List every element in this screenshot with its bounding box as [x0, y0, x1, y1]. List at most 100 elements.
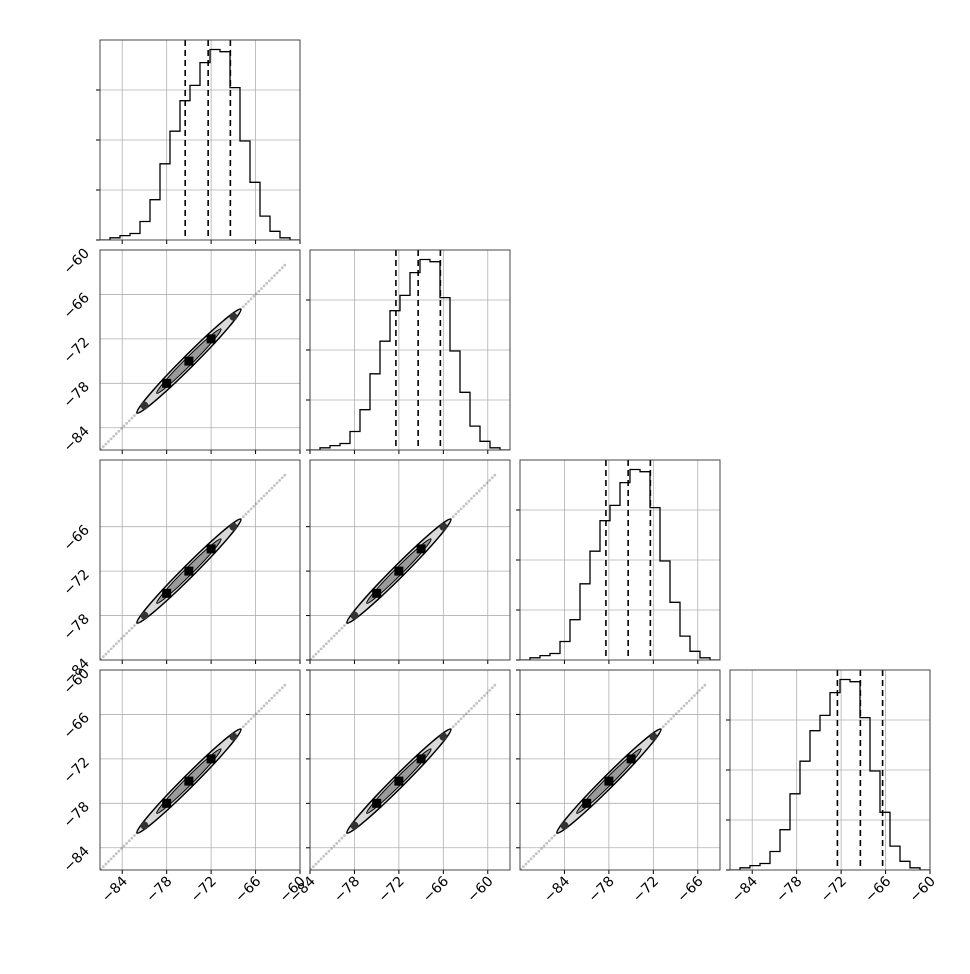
scatter-point [335, 631, 339, 635]
density-group [84, 263, 287, 466]
scatter-point [488, 478, 492, 482]
scatter-point [257, 289, 261, 293]
scatter-point [120, 637, 123, 640]
scatter-point [504, 883, 507, 886]
scatter-point [509, 878, 512, 881]
scatter-point [254, 292, 258, 296]
scatter-point [257, 499, 261, 503]
scatter-point [680, 707, 683, 710]
scatter-point [257, 709, 261, 713]
scatter-point [506, 881, 509, 884]
scatter-point [127, 629, 131, 633]
scatter-point [307, 660, 310, 663]
scatter-point [310, 657, 313, 660]
scatter-point [517, 870, 520, 873]
scatter-point [84, 463, 87, 466]
scatter-point [698, 688, 702, 692]
panel-frame [99, 249, 301, 451]
scatter-point [280, 476, 284, 480]
scatter-point [685, 701, 689, 705]
scatter-point [101, 865, 105, 869]
scatter-point [459, 507, 463, 511]
panel-frame [99, 459, 301, 661]
scatter-point [703, 683, 707, 687]
scatter-point [267, 489, 271, 493]
scatter-point [273, 274, 276, 277]
scatter-point [490, 686, 494, 690]
scatter-point [669, 717, 673, 721]
y-tick-label: −78 [61, 799, 93, 831]
scatter-panel: −66−72−78−84 [61, 459, 301, 688]
scatter-point [112, 854, 116, 858]
scatter-point [278, 268, 282, 272]
scatter-point [488, 688, 492, 692]
scatter-point [330, 637, 333, 640]
scatter-point [114, 432, 118, 436]
scatter-point [550, 836, 554, 840]
scatter-point [86, 881, 89, 884]
scatter-point [529, 857, 533, 861]
scatter-point [109, 647, 113, 651]
x-tick-label: −66 [232, 873, 264, 905]
x-tick-label: −66 [420, 873, 452, 905]
scatter-point [343, 834, 346, 837]
scatter-point [457, 720, 460, 723]
scatter-point [512, 876, 515, 879]
density-peak [184, 356, 194, 366]
density-group [294, 473, 497, 676]
scatter-point [262, 284, 266, 288]
scatter-point [304, 663, 307, 666]
scatter-point [335, 841, 339, 845]
panel-frame [99, 39, 301, 241]
scatter-point [270, 486, 274, 490]
scatter-point [532, 854, 536, 858]
panel-frame [309, 249, 511, 451]
scatter-point [322, 644, 326, 648]
scatter-point [241, 515, 245, 519]
scatter-point [280, 266, 284, 270]
y-tick-label: −78 [61, 379, 93, 411]
scatter-point [270, 276, 274, 280]
scatter-point [247, 510, 250, 513]
density-point [140, 821, 149, 830]
scatter-point [265, 701, 269, 705]
scatter-point [477, 699, 481, 703]
y-tick-label: −72 [61, 754, 93, 786]
density-peak [372, 798, 382, 808]
scatter-point [454, 512, 458, 516]
scatter-point [687, 699, 691, 703]
scatter-point [109, 437, 113, 441]
scatter-point [472, 494, 476, 498]
scatter-panel: −84 −78 −72 −66 [504, 669, 721, 906]
x-tick-label: −72 [818, 874, 850, 906]
density-peak [184, 776, 194, 786]
scatter-point [327, 849, 331, 853]
density-point [439, 522, 448, 531]
scatter-point [483, 694, 486, 697]
scatter-point [133, 624, 136, 627]
x-tick-label: −66 [674, 873, 706, 905]
scatter-point [112, 644, 116, 648]
scatter-point [322, 854, 326, 858]
scatter-point [343, 624, 346, 627]
scatter-point [89, 878, 92, 881]
scatter-point [127, 839, 131, 843]
density-peak [416, 544, 426, 554]
density-group [307, 683, 497, 873]
scatter-point [104, 652, 108, 656]
scatter-point [125, 421, 129, 425]
x-tick-label: −72 [188, 874, 220, 906]
scatter-point [514, 873, 517, 876]
histogram-step [310, 258, 510, 450]
scatter-point [296, 671, 299, 674]
scatter-point [267, 279, 271, 283]
scatter-point [130, 626, 134, 630]
scatter-point [117, 429, 121, 433]
scatter-point [307, 870, 310, 873]
scatter-point [273, 484, 276, 487]
scatter-point [294, 673, 297, 676]
density-point [229, 522, 238, 531]
scatter-point [260, 287, 263, 290]
panel-frame [519, 459, 721, 661]
